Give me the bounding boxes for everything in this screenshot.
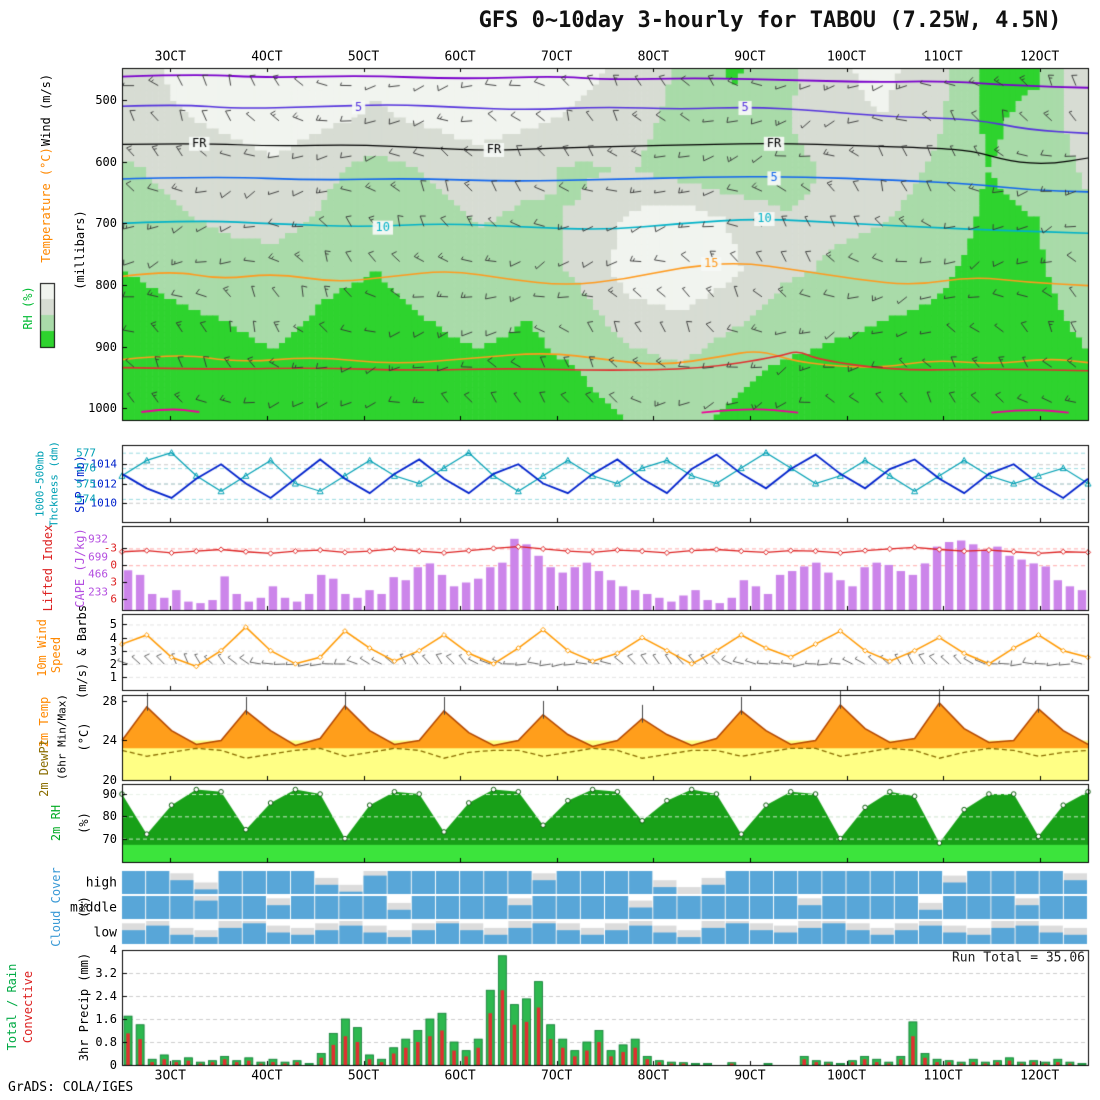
wind-tick-label: 3 bbox=[109, 643, 117, 658]
x-axis-label-bottom: 5OCT bbox=[347, 1068, 380, 1084]
x-axis-label-bottom: 9OCT bbox=[734, 1068, 766, 1084]
cape-tick-label: 932 bbox=[88, 532, 108, 546]
x-axis-label-bottom: 3OCT bbox=[154, 1068, 186, 1084]
cape-tick-label: 466 bbox=[88, 567, 108, 581]
axis-label-total-rain: Total / Rain bbox=[5, 963, 19, 1051]
axis-label-minmax: (6hr Min/Max) bbox=[55, 693, 69, 781]
axis-label-wind10-speed: Speed bbox=[49, 636, 63, 674]
wind-tick-label: 2 bbox=[109, 656, 117, 671]
axis-label-rh: RH (%) bbox=[21, 286, 35, 330]
pressure-tick-label: 900 bbox=[95, 339, 117, 354]
x-axis-label-top: 6OCT bbox=[444, 49, 476, 65]
x-axis-label-top: 4OCT bbox=[251, 49, 283, 65]
x-axis-label-top: 3OCT bbox=[154, 49, 186, 65]
axis-label-2m-rh: 2m RH bbox=[49, 804, 63, 842]
axis-label-rh-pct: (%) bbox=[77, 812, 91, 834]
precip-tick-label: 2.4 bbox=[95, 989, 117, 1003]
temp-tick-label: 28 bbox=[102, 693, 117, 708]
x-axis-label-top: 7OCT bbox=[541, 49, 573, 65]
x-axis-label-top: 8OCT bbox=[637, 49, 669, 65]
cloud-row-label: low bbox=[93, 925, 117, 940]
x-axis-label-bottom: 10OCT bbox=[826, 1068, 867, 1084]
wind-tick-label: 5 bbox=[109, 617, 117, 632]
thickness-tick-label: 574 bbox=[76, 492, 96, 506]
precip-tick-label: 0.8 bbox=[95, 1035, 117, 1049]
precip-tick-label: 1.6 bbox=[95, 1012, 117, 1026]
page-title: GFS 0~10day 3-hourly for TABOU (7.25W, 4… bbox=[478, 8, 1062, 33]
axis-label-wind10-units: (m/s) & Barbs bbox=[75, 605, 89, 699]
lifted-index-tick-label: 6 bbox=[110, 592, 117, 606]
x-axis-label-bottom: 11OCT bbox=[923, 1068, 963, 1084]
pressure-tick-label: 600 bbox=[95, 154, 117, 169]
thickness-tick-label: 577 bbox=[76, 446, 96, 460]
x-axis-label-top: 10OCT bbox=[826, 49, 867, 65]
cloud-row-label: high bbox=[85, 875, 117, 890]
grads-credit: GrADS: COLA/IGES bbox=[8, 1080, 134, 1095]
axis-label-temperature: Temperature (°C) bbox=[39, 147, 53, 263]
x-axis-label-bottom: 12OCT bbox=[1020, 1068, 1060, 1084]
precip-tick-label: 3.2 bbox=[95, 966, 117, 980]
slp-tick-label: 1014 bbox=[90, 457, 118, 471]
axis-label-cloud-cover: Cloud Cover bbox=[49, 867, 63, 947]
thickness-tick-label: 576 bbox=[76, 461, 96, 475]
axis-label-cape: CAPE (J/kg) bbox=[73, 528, 87, 608]
axis-label-millibars: (millibars) bbox=[73, 210, 87, 290]
run-total-annotation: Run Total = 35.06 bbox=[951, 950, 1085, 966]
pressure-tick-label: 500 bbox=[95, 93, 117, 108]
x-axis-label-top: 12OCT bbox=[1020, 49, 1060, 65]
axis-label-3hr-precip: 3hr Precip (mm) bbox=[77, 952, 91, 1062]
lifted-index-tick-label: 0 bbox=[110, 558, 117, 572]
x-axis-label-top: 9OCT bbox=[734, 49, 766, 65]
x-axis-label-bottom: 6OCT bbox=[444, 1068, 476, 1084]
axis-label-degc: (°C) bbox=[77, 722, 91, 752]
x-axis-label-top: 5OCT bbox=[347, 49, 380, 65]
pressure-tick-label: 800 bbox=[95, 277, 117, 292]
pressure-tick-label: 700 bbox=[95, 216, 117, 231]
slp-tick-label: 1012 bbox=[90, 477, 118, 490]
precip-tick-label: 0 bbox=[109, 1058, 117, 1072]
wind-tick-label: 4 bbox=[109, 630, 117, 645]
cape-tick-label: 699 bbox=[88, 550, 108, 564]
x-axis-label-bottom: 8OCT bbox=[637, 1068, 669, 1084]
cloud-row-label: middle bbox=[70, 900, 117, 915]
lifted-index-tick-label: -3 bbox=[103, 541, 117, 555]
rh-tick-label: 80 bbox=[102, 809, 117, 824]
axis-label-2m-dewpt: 2m DewPt bbox=[37, 739, 51, 797]
lifted-index-tick-label: 3 bbox=[110, 575, 117, 589]
axis-label-convective: Convective bbox=[21, 970, 35, 1044]
thickness-tick-label: 575 bbox=[76, 477, 96, 490]
slp-tick-label: 1010 bbox=[90, 496, 118, 510]
axis-label-wind10: 10m Wind bbox=[35, 619, 49, 677]
x-axis-label-bottom: 4OCT bbox=[251, 1068, 283, 1084]
axis-label-thickness-2: Thckness (dm) bbox=[47, 440, 61, 528]
axis-label-thickness-1: 1000-500mb bbox=[33, 450, 47, 518]
pressure-tick-label: 1000 bbox=[88, 401, 117, 416]
x-axis-label-bottom: 7OCT bbox=[541, 1068, 573, 1084]
axis-label-wind: Wind (m/s) bbox=[39, 73, 53, 147]
axis-label-lifted-index: Lifted Index bbox=[41, 524, 55, 612]
temp-tick-label: 20 bbox=[102, 773, 117, 787]
wind-tick-label: 1 bbox=[109, 669, 117, 684]
temp-tick-label: 24 bbox=[102, 733, 117, 748]
rh-tick-label: 90 bbox=[102, 787, 117, 802]
precip-tick-label: 4 bbox=[109, 943, 117, 957]
cape-tick-label: 233 bbox=[88, 585, 108, 599]
x-axis-label-top: 11OCT bbox=[923, 49, 963, 65]
rh-tick-label: 70 bbox=[102, 831, 117, 846]
